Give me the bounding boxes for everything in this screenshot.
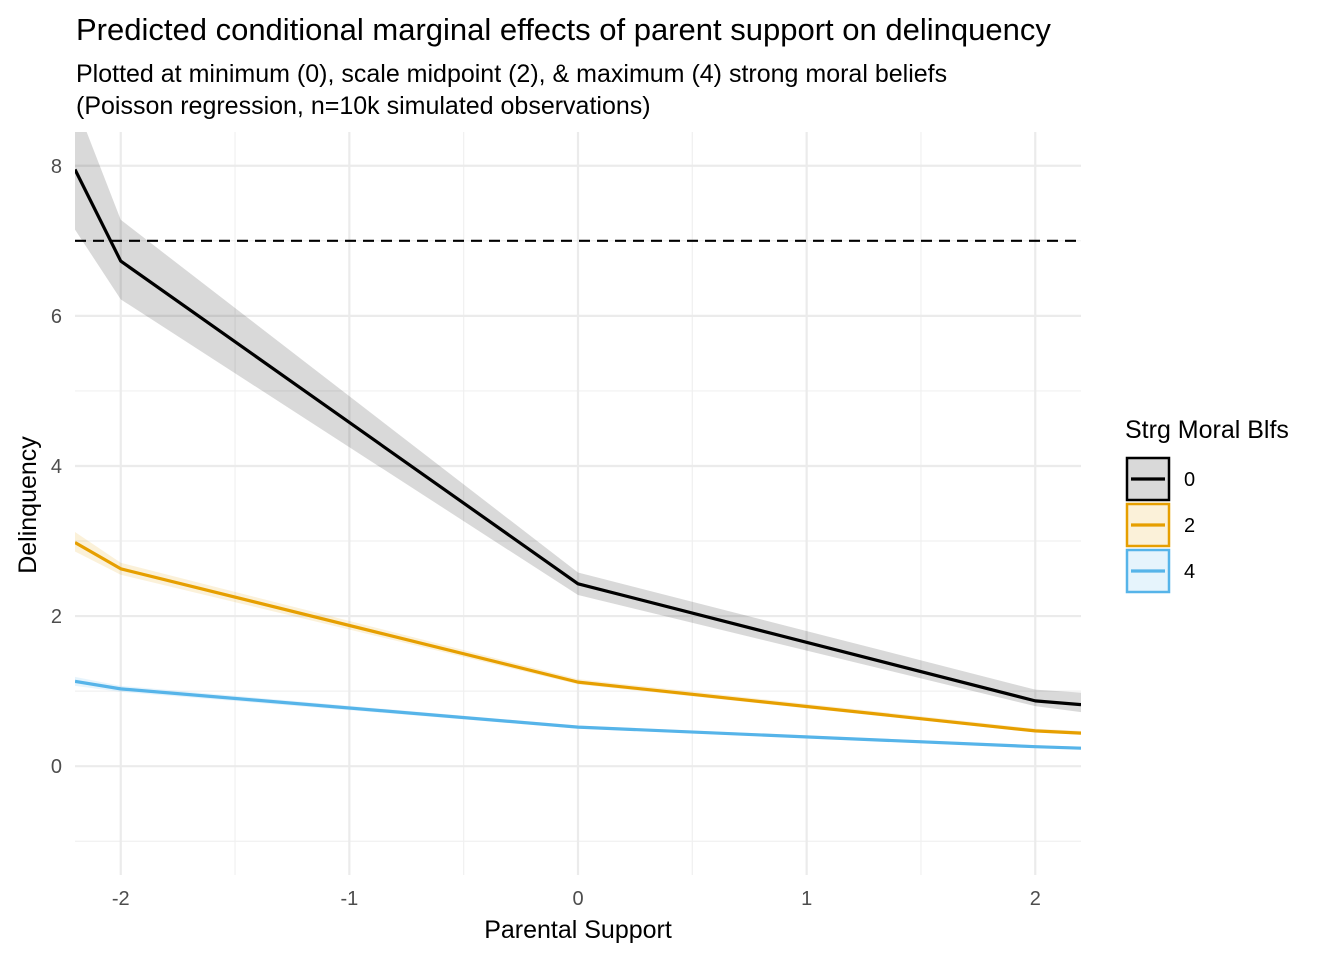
legend-item-2: 2 <box>1125 502 1195 548</box>
series-line-2 <box>75 541 1081 735</box>
x-axis-title: Parental Support <box>484 916 672 944</box>
series-line-0 <box>75 168 1081 707</box>
plot-area <box>75 132 1081 875</box>
x-tick-label: -2 <box>112 888 130 910</box>
x-tick-label: 0 <box>572 888 583 910</box>
grid-major <box>75 132 1081 875</box>
y-axis-title: Delinquency <box>14 436 42 574</box>
y-tick-label: 2 <box>51 606 62 628</box>
legend-item-4: 4 <box>1125 548 1195 594</box>
series-lines <box>75 168 1081 750</box>
y-axis-ticks: 0 2 4 6 8 <box>51 156 62 778</box>
x-axis-ticks: -2 -1 0 1 2 <box>112 888 1041 910</box>
chart-subtitle-line-2: (Poisson regression, n=10k simulated obs… <box>76 92 651 120</box>
legend-label-4: 4 <box>1184 561 1195 583</box>
series-line-4 <box>75 679 1081 750</box>
legend: Strg Moral Blfs 0 2 4 <box>1125 416 1289 594</box>
legend-item-0: 0 <box>1125 456 1195 502</box>
x-tick-label: 2 <box>1030 888 1041 910</box>
legend-label-0: 0 <box>1184 469 1195 491</box>
x-tick-label: 1 <box>801 888 812 910</box>
chart-title: Predicted conditional marginal effects o… <box>76 12 1051 47</box>
legend-items: 0 2 4 <box>1125 456 1195 594</box>
y-tick-label: 8 <box>51 156 62 178</box>
chart-subtitle-line-1: Plotted at minimum (0), scale midpoint (… <box>76 60 947 88</box>
x-tick-label: -1 <box>340 888 358 910</box>
legend-label-2: 2 <box>1184 515 1195 537</box>
y-tick-label: 6 <box>51 306 62 328</box>
y-tick-label: 0 <box>51 756 62 778</box>
y-tick-label: 4 <box>51 456 62 478</box>
legend-title: Strg Moral Blfs <box>1125 416 1289 444</box>
